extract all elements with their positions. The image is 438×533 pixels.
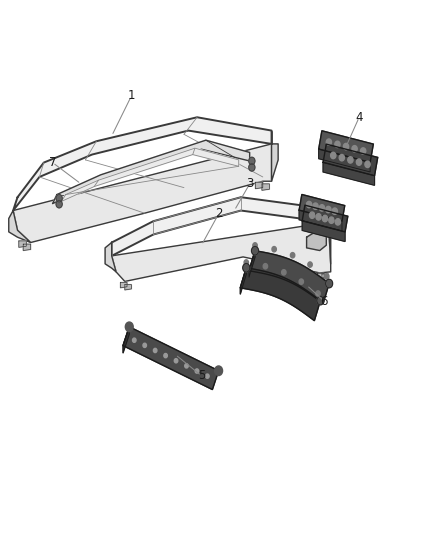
Circle shape <box>316 214 321 220</box>
Polygon shape <box>318 273 324 279</box>
Circle shape <box>335 219 340 225</box>
Circle shape <box>343 143 349 150</box>
Polygon shape <box>249 251 329 304</box>
Circle shape <box>308 262 312 267</box>
Polygon shape <box>61 148 239 201</box>
Circle shape <box>205 374 209 378</box>
Polygon shape <box>302 205 348 232</box>
Circle shape <box>272 247 276 252</box>
Circle shape <box>249 164 255 171</box>
Polygon shape <box>123 327 129 353</box>
Text: 7: 7 <box>49 156 57 169</box>
Circle shape <box>352 146 357 152</box>
Polygon shape <box>19 241 26 247</box>
Circle shape <box>335 141 340 148</box>
Circle shape <box>313 203 318 209</box>
Circle shape <box>348 157 353 163</box>
Circle shape <box>251 246 258 255</box>
Circle shape <box>365 161 370 167</box>
Text: 4: 4 <box>355 111 363 124</box>
Circle shape <box>185 364 188 368</box>
Circle shape <box>133 338 136 342</box>
Circle shape <box>282 270 286 275</box>
Polygon shape <box>23 244 31 251</box>
Text: 6: 6 <box>320 295 328 308</box>
Circle shape <box>174 359 178 363</box>
Circle shape <box>332 208 337 214</box>
Polygon shape <box>13 144 272 243</box>
Text: 2: 2 <box>215 207 223 220</box>
Polygon shape <box>319 131 373 163</box>
Polygon shape <box>323 163 374 185</box>
Circle shape <box>243 263 250 272</box>
Circle shape <box>339 155 344 161</box>
Circle shape <box>326 139 332 146</box>
Circle shape <box>360 148 366 154</box>
Polygon shape <box>262 184 269 190</box>
Polygon shape <box>307 229 326 251</box>
Polygon shape <box>112 197 328 256</box>
Circle shape <box>325 279 332 288</box>
Polygon shape <box>299 210 342 231</box>
Circle shape <box>317 296 324 305</box>
Circle shape <box>325 274 329 279</box>
Circle shape <box>249 157 255 165</box>
Polygon shape <box>322 274 328 279</box>
Polygon shape <box>299 195 345 221</box>
Text: 1: 1 <box>127 90 135 102</box>
Polygon shape <box>323 144 378 176</box>
Polygon shape <box>240 268 246 294</box>
Circle shape <box>244 260 248 265</box>
Circle shape <box>195 369 199 373</box>
Circle shape <box>331 152 336 159</box>
Circle shape <box>326 206 331 213</box>
Polygon shape <box>53 140 250 204</box>
Circle shape <box>253 243 257 248</box>
Polygon shape <box>319 149 370 172</box>
Text: 5: 5 <box>198 369 205 382</box>
Circle shape <box>310 212 315 219</box>
Polygon shape <box>123 327 219 390</box>
Circle shape <box>329 217 334 223</box>
Circle shape <box>322 215 328 222</box>
Circle shape <box>263 264 268 269</box>
Polygon shape <box>112 222 331 281</box>
Circle shape <box>307 201 312 208</box>
Polygon shape <box>249 251 255 277</box>
Circle shape <box>164 353 167 358</box>
Circle shape <box>319 205 325 211</box>
Polygon shape <box>120 282 127 288</box>
Circle shape <box>215 366 223 376</box>
Circle shape <box>316 291 320 296</box>
Circle shape <box>299 279 304 284</box>
Polygon shape <box>272 144 278 181</box>
Circle shape <box>125 322 133 332</box>
Circle shape <box>56 195 62 202</box>
Polygon shape <box>125 285 131 290</box>
Polygon shape <box>105 243 116 272</box>
Polygon shape <box>328 209 335 264</box>
Polygon shape <box>240 268 320 321</box>
Circle shape <box>153 349 157 353</box>
Circle shape <box>290 253 295 258</box>
Circle shape <box>56 200 62 208</box>
Polygon shape <box>13 117 272 211</box>
Polygon shape <box>302 221 345 241</box>
Circle shape <box>357 159 362 165</box>
Circle shape <box>143 343 146 348</box>
Polygon shape <box>255 182 263 189</box>
Text: 3: 3 <box>246 177 253 190</box>
Polygon shape <box>9 211 31 243</box>
